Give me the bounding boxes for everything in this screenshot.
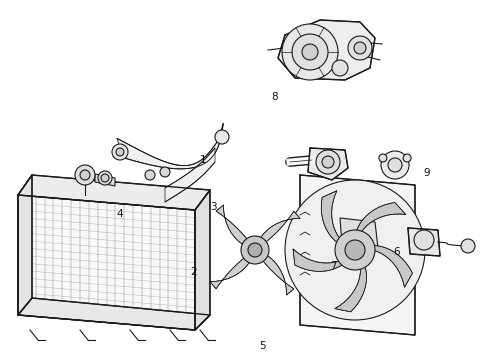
Circle shape bbox=[98, 171, 112, 185]
Circle shape bbox=[381, 151, 409, 179]
Text: 5: 5 bbox=[259, 341, 266, 351]
Polygon shape bbox=[308, 148, 348, 180]
Polygon shape bbox=[18, 195, 195, 330]
Circle shape bbox=[285, 180, 425, 320]
Text: 7: 7 bbox=[330, 261, 337, 271]
Circle shape bbox=[292, 34, 328, 70]
Circle shape bbox=[335, 230, 375, 270]
Circle shape bbox=[248, 243, 262, 257]
Circle shape bbox=[160, 167, 170, 177]
Circle shape bbox=[403, 154, 411, 162]
Circle shape bbox=[332, 60, 348, 76]
Circle shape bbox=[101, 174, 109, 182]
Polygon shape bbox=[195, 190, 210, 330]
Circle shape bbox=[354, 42, 366, 54]
Text: 1: 1 bbox=[200, 155, 207, 165]
Polygon shape bbox=[18, 298, 210, 330]
Circle shape bbox=[379, 154, 387, 162]
Polygon shape bbox=[293, 249, 347, 271]
Circle shape bbox=[461, 239, 475, 253]
Text: 8: 8 bbox=[271, 92, 278, 102]
Polygon shape bbox=[355, 203, 406, 237]
Polygon shape bbox=[368, 246, 413, 287]
Circle shape bbox=[302, 44, 318, 60]
Circle shape bbox=[145, 170, 155, 180]
Circle shape bbox=[215, 130, 229, 144]
Text: 2: 2 bbox=[190, 267, 197, 277]
Polygon shape bbox=[258, 211, 300, 246]
Circle shape bbox=[80, 170, 90, 180]
Polygon shape bbox=[278, 20, 375, 80]
Polygon shape bbox=[18, 175, 210, 210]
Circle shape bbox=[116, 148, 124, 156]
Circle shape bbox=[316, 150, 340, 174]
Polygon shape bbox=[335, 261, 367, 312]
Polygon shape bbox=[117, 123, 223, 169]
Polygon shape bbox=[210, 255, 252, 289]
Circle shape bbox=[112, 144, 128, 160]
Circle shape bbox=[282, 24, 338, 80]
Polygon shape bbox=[340, 218, 378, 248]
Polygon shape bbox=[408, 228, 440, 256]
Polygon shape bbox=[18, 175, 32, 315]
Text: 4: 4 bbox=[117, 209, 123, 219]
Circle shape bbox=[241, 236, 269, 264]
Circle shape bbox=[322, 156, 334, 168]
Text: 3: 3 bbox=[210, 202, 217, 212]
Circle shape bbox=[414, 230, 434, 250]
Polygon shape bbox=[321, 191, 343, 246]
Polygon shape bbox=[95, 174, 115, 186]
Circle shape bbox=[348, 36, 372, 60]
Polygon shape bbox=[165, 148, 215, 202]
Circle shape bbox=[388, 158, 402, 172]
Text: 9: 9 bbox=[423, 168, 430, 178]
Polygon shape bbox=[260, 253, 294, 295]
Polygon shape bbox=[300, 175, 415, 335]
Polygon shape bbox=[216, 205, 250, 247]
Circle shape bbox=[75, 165, 95, 185]
Text: 6: 6 bbox=[393, 247, 400, 257]
Circle shape bbox=[345, 240, 365, 260]
